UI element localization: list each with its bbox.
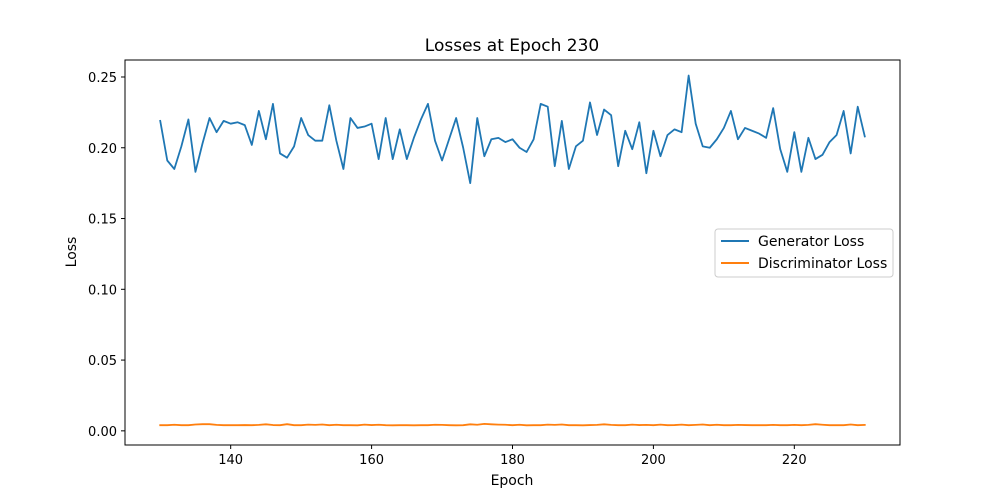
legend-label-generator-loss: Generator Loss [758, 234, 864, 250]
x-tick-label: 140 [218, 453, 243, 468]
legend-box [714, 228, 894, 278]
y-tick-label: 0.20 [88, 142, 117, 157]
x-tick-label: 180 [500, 453, 525, 468]
series-line-generator-loss [159, 74, 866, 185]
y-tick-label: 0.00 [88, 425, 117, 440]
y-axis-label: Loss [64, 237, 80, 268]
series-layer [159, 74, 866, 427]
x-axis: 140 160 180 200 220 [218, 445, 807, 468]
y-tick-label: 0.05 [88, 354, 117, 369]
legend: Generator Loss Discriminator Loss [714, 228, 894, 278]
y-axis: 0.00 0.05 0.10 0.15 0.20 0.25 [88, 71, 125, 440]
x-tick-label: 200 [641, 453, 666, 468]
y-tick-label: 0.15 [88, 213, 117, 228]
x-tick-label: 160 [359, 453, 384, 468]
y-tick-label: 0.25 [88, 71, 117, 86]
x-axis-label: Epoch [491, 473, 534, 489]
legend-label-discriminator-loss: Discriminator Loss [758, 256, 887, 272]
x-tick-label: 220 [782, 453, 807, 468]
y-tick-label: 0.10 [88, 283, 117, 298]
chart-title: Losses at Epoch 230 [425, 36, 599, 56]
series-line-discriminator-loss [159, 423, 866, 427]
